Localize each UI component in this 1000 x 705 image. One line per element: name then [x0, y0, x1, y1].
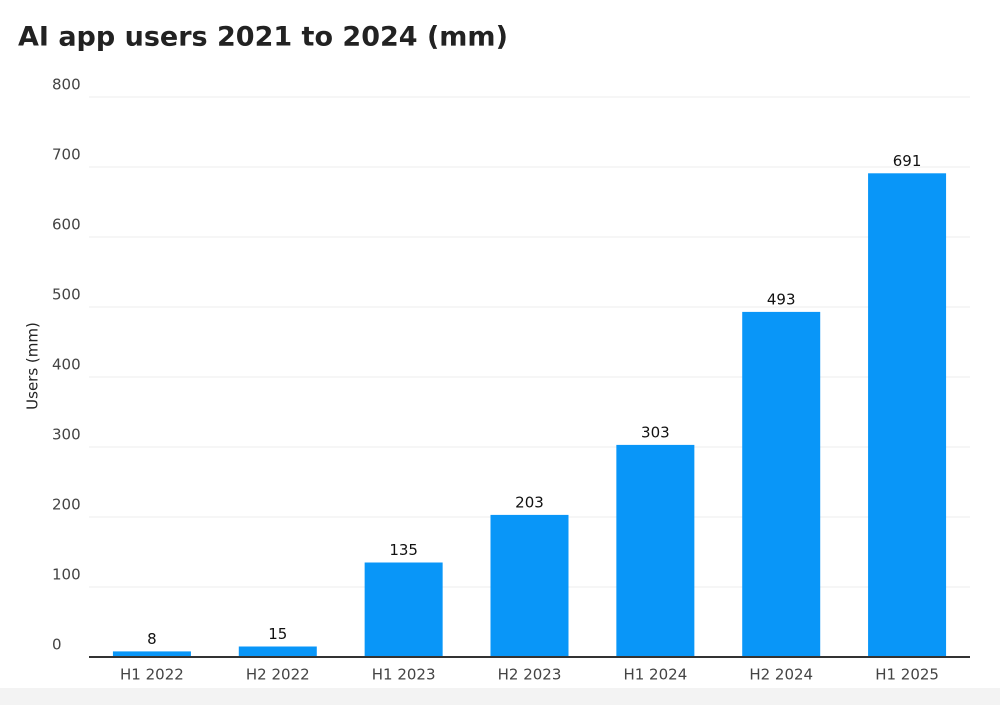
y-tick-label: 800 [52, 76, 81, 94]
y-tick-label: 0 [52, 636, 62, 654]
bar [616, 444, 695, 657]
bar [742, 311, 821, 657]
y-tick-label: 700 [52, 146, 81, 164]
y-tick-label: 500 [52, 286, 81, 304]
bar [490, 514, 569, 657]
bar [868, 173, 947, 658]
y-tick-label: 300 [52, 426, 81, 444]
y-tick-label: 100 [52, 566, 81, 584]
bar [364, 562, 443, 657]
value-label: 8 [147, 630, 157, 648]
value-label: 203 [515, 493, 544, 511]
y-tick-label: 400 [52, 356, 81, 374]
x-tick-label: H1 2024 [623, 666, 687, 684]
value-label: 493 [767, 290, 796, 308]
bar [238, 646, 317, 657]
value-label: 15 [268, 625, 287, 643]
x-tick-label: H1 2023 [372, 666, 436, 684]
y-tick-label: 200 [52, 496, 81, 514]
x-tick-label: H2 2023 [498, 666, 562, 684]
value-label: 135 [389, 541, 418, 559]
x-tick-label: H1 2022 [120, 666, 184, 684]
value-label: 303 [641, 423, 670, 441]
x-tick-label: H1 2025 [875, 666, 939, 684]
y-tick-label: 600 [52, 216, 81, 234]
y-axis-label: Users (mm) [24, 322, 42, 410]
x-tick-label: H2 2022 [246, 666, 310, 684]
x-tick-label: H2 2024 [749, 666, 813, 684]
chart-title: AI app users 2021 to 2024 (mm) [18, 22, 508, 53]
bar [112, 651, 191, 657]
value-label: 691 [893, 152, 922, 170]
footer-band [0, 688, 1000, 705]
